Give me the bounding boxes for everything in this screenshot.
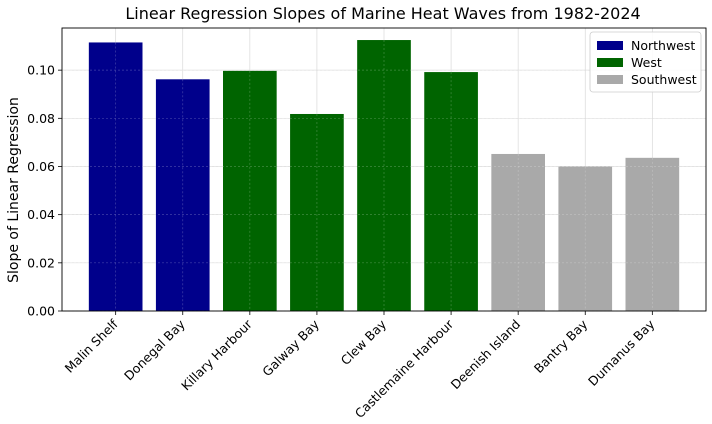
y-tick-label: 0.06	[27, 159, 55, 174]
legend-label: West	[631, 55, 662, 70]
y-tick-label: 0.08	[27, 111, 55, 126]
legend: Northwest West Southwest	[589, 31, 702, 93]
legend-label: Northwest	[631, 38, 695, 53]
x-tick-label: Donegal Bay	[121, 316, 188, 383]
x-tick-label: Killary Harbour	[178, 316, 255, 393]
y-tick-label: 0.02	[27, 255, 55, 270]
y-tick-label: 0.10	[27, 63, 55, 78]
bar	[491, 153, 545, 311]
axes	[58, 27, 707, 315]
x-tick-label: Malin Shelf	[62, 316, 122, 376]
legend-label: Southwest	[631, 72, 697, 87]
legend-swatch	[597, 58, 623, 67]
bar	[290, 113, 344, 312]
x-tick-label: Bantry Bay	[531, 316, 591, 376]
y-tick-label: 0.00	[27, 304, 55, 319]
bar	[424, 72, 478, 311]
x-tick-label: Galway Bay	[259, 316, 322, 379]
bar	[357, 40, 411, 312]
chart-title: Linear Regression Slopes of Marine Heat …	[125, 4, 640, 23]
x-tick-label: Deenish Island	[448, 317, 524, 393]
bar	[558, 166, 613, 311]
bar	[88, 42, 143, 312]
bars	[62, 40, 706, 312]
legend-swatch	[597, 41, 623, 50]
y-tick-label: 0.04	[27, 207, 55, 222]
legend-swatch	[597, 75, 623, 84]
x-tick-label: Clew Bay	[338, 316, 390, 368]
bar	[625, 157, 680, 311]
bar	[155, 79, 210, 312]
y-axis-label: Slope of Linear Regression	[6, 97, 22, 283]
bar	[223, 70, 277, 311]
x-tick-label: Dumanus Bay	[585, 316, 658, 389]
